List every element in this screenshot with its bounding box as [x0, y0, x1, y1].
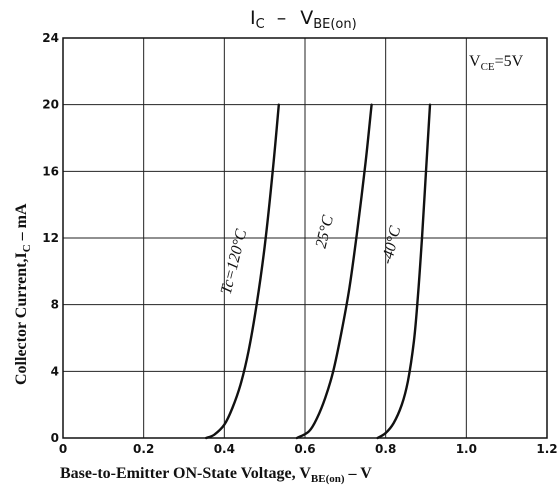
condition-label: VCE=5V — [469, 53, 524, 73]
x-tick-labels: 0 0.2 0.4 0.6 0.8 1.0 1.2 — [59, 442, 558, 456]
y-tick-label: 4 — [51, 364, 59, 378]
y-axis-label: Collector Current,IC – mA — [13, 203, 33, 385]
series-line-0 — [205, 103, 280, 440]
grid — [62, 37, 548, 439]
x-tick-label: 0.2 — [133, 442, 154, 456]
x-tick-label: 0.4 — [214, 442, 235, 456]
y-tick-label: 24 — [42, 31, 59, 45]
curves — [205, 103, 432, 440]
series-line-2 — [376, 103, 432, 440]
chart-title: IC – VBE(on) — [250, 7, 357, 32]
y-tick-labels: 0 4 8 12 16 20 24 — [42, 31, 59, 445]
y-tick-label: 16 — [42, 164, 59, 178]
plot-frame — [62, 37, 548, 439]
x-tick-label: 1.0 — [456, 442, 477, 456]
y-tick-label: 12 — [42, 231, 59, 245]
y-tick-label: 8 — [51, 298, 59, 312]
x-tick-label: 0.6 — [294, 442, 315, 456]
x-tick-label: 0.8 — [375, 442, 396, 456]
x-axis-label: Base-to-Emitter ON-State Voltage, VBE(on… — [60, 465, 372, 485]
y-tick-label: 0 — [51, 431, 59, 445]
curve-label-2: -40°C — [379, 224, 405, 266]
curve-label-1: 25°C — [313, 213, 338, 250]
curve-labels: Tc=120°C 25°C -40°C — [218, 213, 405, 296]
series-line-1 — [295, 103, 373, 440]
x-tick-label: 0 — [59, 442, 67, 456]
y-tick-label: 20 — [42, 98, 59, 112]
x-tick-label: 1.2 — [536, 442, 557, 456]
